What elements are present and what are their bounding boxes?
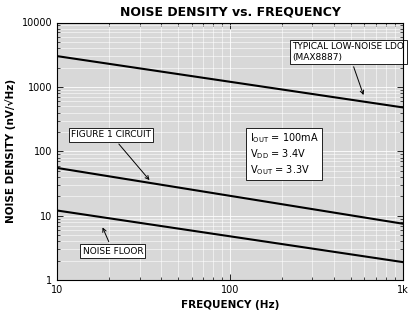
Text: FIGURE 1 CIRCUIT: FIGURE 1 CIRCUIT xyxy=(71,130,151,179)
Text: TYPICAL LOW-NOISE LDO
(MAX8887): TYPICAL LOW-NOISE LDO (MAX8887) xyxy=(292,42,404,94)
Title: NOISE DENSITY vs. FREQUENCY: NOISE DENSITY vs. FREQUENCY xyxy=(120,6,340,19)
X-axis label: FREQUENCY (Hz): FREQUENCY (Hz) xyxy=(181,301,279,310)
Y-axis label: NOISE DENSITY (nV/√Hz): NOISE DENSITY (nV/√Hz) xyxy=(5,79,16,223)
Text: I$_{\mathregular{OUT}}$ = 100mA
V$_{\mathregular{DD}}$ = 3.4V
V$_{\mathregular{O: I$_{\mathregular{OUT}}$ = 100mA V$_{\mat… xyxy=(250,131,319,177)
Text: NOISE FLOOR: NOISE FLOOR xyxy=(83,228,143,256)
